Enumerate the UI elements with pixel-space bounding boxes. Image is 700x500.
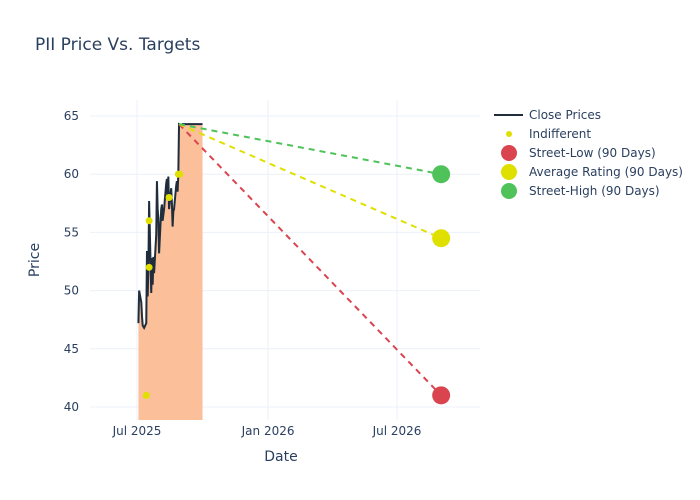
y-tick-label: 40: [64, 400, 79, 414]
indifferent-point: [165, 193, 173, 201]
indifferent-point: [145, 263, 153, 271]
x-tick-label: Jul 2025: [112, 424, 162, 438]
legend-label-indifferent: Indifferent: [529, 127, 591, 141]
legend: Close Prices Indifferent Street-Low (90 Da…: [494, 108, 683, 199]
y-axis-title: Price: [27, 243, 43, 277]
chart-title: PII Price Vs. Targets: [35, 35, 200, 55]
indifferent-point: [145, 217, 153, 225]
target-marker-avg: [432, 229, 451, 248]
y-tick-label: 55: [64, 225, 79, 239]
x-tick-label: Jul 2026: [372, 424, 422, 438]
target-markers: [432, 165, 451, 405]
target-lines: [178, 123, 442, 397]
y-tick-label: 45: [64, 342, 79, 356]
legend-swatch-indifferent: [506, 131, 512, 137]
indifferent-point: [142, 391, 150, 399]
x-axis-title: Date: [264, 449, 297, 465]
x-ticks: Jul 2025 Jan 2026 Jul 2026: [112, 424, 422, 438]
target-line-high: [178, 123, 442, 176]
indifferent-point: [176, 170, 184, 178]
target-line-avg: [178, 123, 442, 240]
y-tick-label: 60: [64, 167, 79, 181]
target-marker-low: [432, 386, 451, 405]
legend-label-avg: Average Rating (90 Days): [529, 165, 683, 179]
legend-swatch-high: [501, 183, 517, 199]
legend-swatch-avg: [501, 164, 517, 180]
target-marker-high: [432, 165, 451, 184]
target-line-low: [178, 123, 442, 397]
legend-swatch-low: [501, 145, 517, 161]
y-ticks: 40 45 50 55 60 65: [64, 109, 79, 414]
legend-label-low: Street-Low (90 Days): [529, 146, 656, 160]
indifferent-points: [142, 170, 184, 399]
legend-label-high: Street-High (90 Days): [529, 184, 660, 198]
legend-label-close: Close Prices: [529, 108, 601, 122]
y-tick-label: 50: [64, 284, 79, 298]
x-tick-label: Jan 2026: [241, 424, 295, 438]
close-price-area: [138, 124, 203, 420]
close-area: [138, 124, 203, 420]
y-tick-label: 65: [64, 109, 79, 123]
